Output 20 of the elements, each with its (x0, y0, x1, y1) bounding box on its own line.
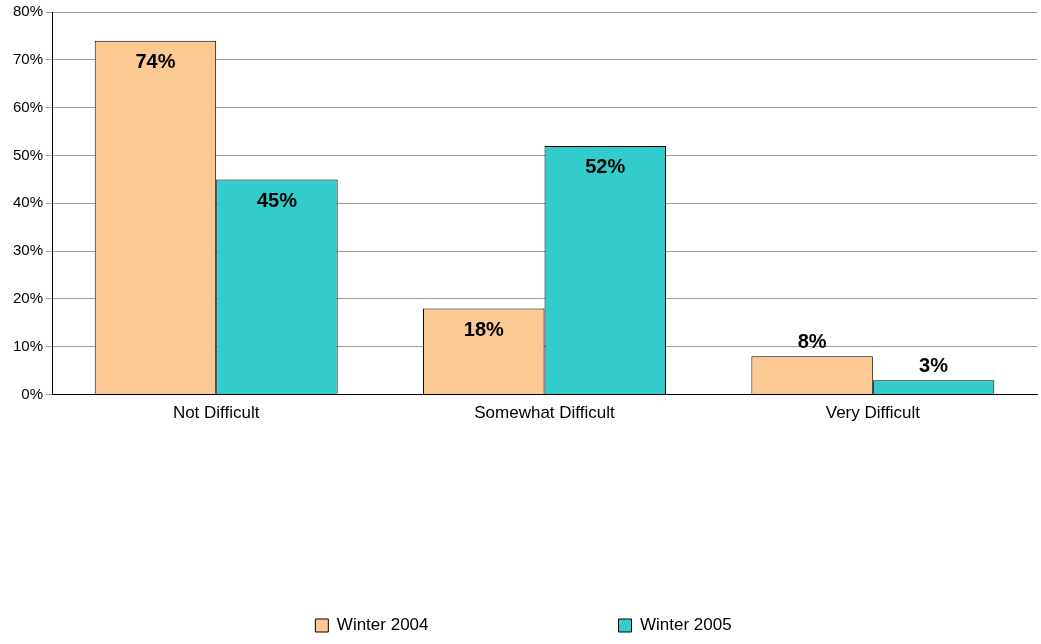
y-tick-label: 70% (12, 49, 44, 67)
data-label: 52% (585, 155, 626, 178)
y-tick-label: 80% (12, 2, 44, 20)
data-label: 45% (256, 188, 298, 211)
legend-label: Winter 2005 (640, 615, 732, 635)
x-tick-label: Very Difficult (825, 403, 921, 423)
y-tick-label: 0% (21, 384, 44, 402)
y-tick-label: 20% (12, 289, 44, 307)
y-tick-label: 50% (12, 145, 44, 163)
y-tick-label: 40% (12, 193, 44, 211)
data-label: 18% (463, 318, 504, 341)
y-tick-label: 60% (12, 97, 44, 115)
data-label: 8% (797, 329, 827, 352)
x-tick-label: Somewhat Difficult (474, 403, 616, 423)
y-tick-label: 10% (12, 336, 44, 354)
data-label: 74% (135, 50, 176, 73)
x-tick-label: Not Difficult (172, 403, 260, 423)
data-label: 3% (919, 353, 949, 376)
y-tick-label: 30% (12, 241, 44, 259)
legend-label: Winter 2004 (336, 615, 429, 635)
